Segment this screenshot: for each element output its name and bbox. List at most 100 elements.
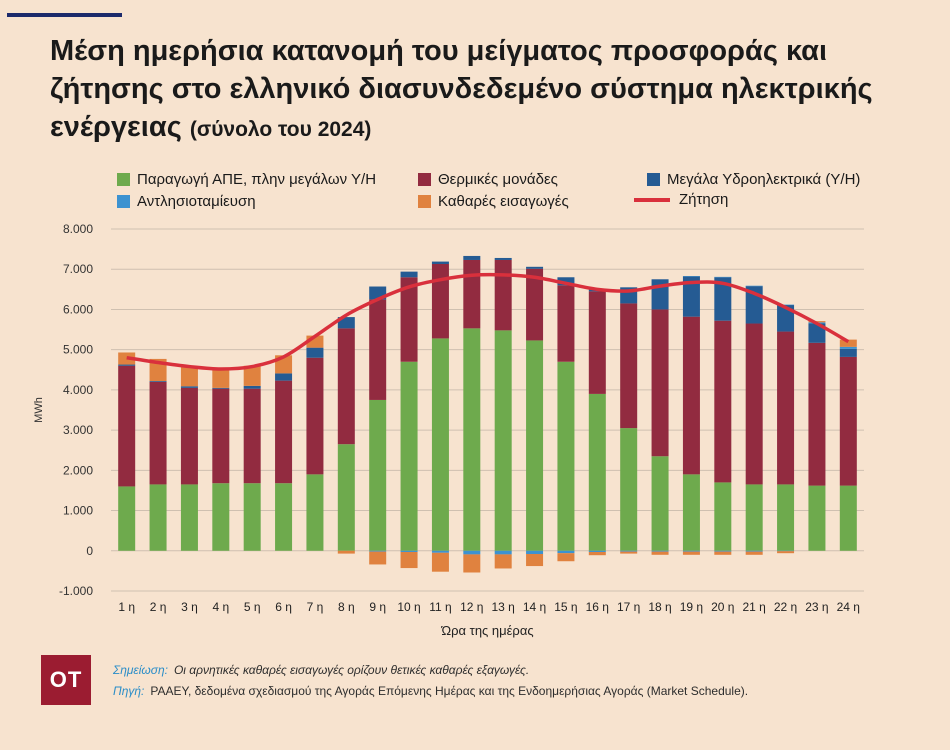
bar-thermal-4	[212, 388, 230, 484]
bar-thermal-16	[588, 291, 606, 394]
bar-res-1	[118, 486, 136, 551]
bar-pump-20	[714, 276, 732, 278]
bar-thermal-12	[463, 259, 481, 329]
bar-thermal-21	[745, 323, 763, 485]
bar-imports-13	[494, 554, 512, 569]
bar-thermal-15	[557, 285, 575, 362]
x-tick-label: 6 η	[275, 600, 292, 614]
bar-res-5	[243, 483, 261, 551]
bar-res-10	[400, 361, 418, 551]
y-tick-label: 3.000	[63, 423, 93, 437]
x-tick-label: 2 η	[150, 600, 167, 614]
bar-res-14	[526, 340, 544, 551]
bar-pump-22	[777, 550, 795, 552]
bar-res-22	[777, 484, 795, 551]
bar-pump-10	[400, 550, 418, 552]
bar-thermal-10	[400, 277, 418, 362]
bar-thermal-8	[337, 328, 355, 445]
bar-pump-17	[620, 550, 638, 552]
bar-thermal-11	[431, 263, 449, 339]
bar-res-17	[620, 428, 638, 551]
legend-res-label: Παραγωγή ΑΠΕ, πλην μεγάλων Υ/Η	[137, 171, 377, 188]
bar-thermal-3	[180, 387, 198, 485]
bar-hydro-23	[808, 323, 826, 343]
bar-pump-22	[777, 304, 795, 306]
legend-pump-swatch	[117, 195, 130, 208]
bar-res-12	[463, 328, 481, 551]
footnote-note: Σημείωση: Οι αρνητικές καθαρές εισαγωγές …	[113, 663, 529, 677]
footnote-source-text: ΡΑΑΕΥ, δεδομένα σχεδιασμού της Αγοράς Επ…	[150, 684, 749, 698]
x-tick-label: 22 η	[774, 600, 797, 614]
legend-pump-label: Αντλησιοταμίευση	[137, 193, 256, 210]
bar-res-23	[808, 485, 826, 551]
bar-res-13	[494, 330, 512, 551]
bar-imports-5	[243, 365, 261, 386]
bar-res-18	[651, 456, 669, 551]
legend-hydro-label: Μεγάλα Υδροηλεκτρικά (Υ/Η)	[667, 171, 861, 188]
bar-imports-24	[839, 339, 857, 347]
bar-res-3	[180, 484, 198, 551]
bar-pump-16	[588, 550, 606, 552]
bar-thermal-9	[369, 299, 387, 400]
bar-imports-15	[557, 553, 575, 562]
bar-res-4	[212, 483, 230, 551]
bar-res-16	[588, 393, 606, 551]
x-tick-label: 4 η	[212, 600, 229, 614]
bar-thermal-14	[526, 268, 544, 341]
bar-pump-12	[463, 550, 481, 555]
bar-pump-11	[431, 550, 449, 553]
bar-hydro-8	[337, 317, 355, 329]
bar-hydro-19	[682, 276, 700, 317]
bar-imports-9	[369, 551, 387, 565]
bar-pump-13	[494, 550, 512, 555]
bar-thermal-23	[808, 342, 826, 486]
bar-res-7	[306, 474, 324, 551]
bar-imports-20	[714, 551, 732, 555]
bar-pump-9	[369, 550, 387, 552]
bar-imports-16	[588, 551, 606, 556]
bar-hydro-20	[714, 277, 732, 321]
bar-thermal-19	[682, 316, 700, 475]
bar-thermal-18	[651, 309, 669, 457]
bar-pump-19	[682, 276, 700, 277]
x-tick-label: 14 η	[523, 600, 546, 614]
bar-imports-19	[682, 551, 700, 555]
x-tick-label: 12 η	[460, 600, 483, 614]
y-tick-label: 0	[86, 544, 93, 558]
bar-pump-24	[839, 346, 857, 349]
bar-thermal-2	[149, 381, 167, 485]
bar-imports-12	[463, 554, 481, 573]
bar-pump-18	[651, 550, 669, 552]
x-tick-label: 20 η	[711, 600, 734, 614]
chart-title-text: Μέση ημερήσια κατανομή του μείγματος προ…	[50, 35, 873, 143]
bar-imports-10	[400, 551, 418, 569]
legend-res-swatch	[117, 173, 130, 186]
footnote-note-label: Σημείωση:	[113, 663, 168, 677]
bar-hydro-22	[777, 305, 795, 332]
bar-hydro-5	[243, 385, 261, 389]
legend-thermal-swatch	[418, 173, 431, 186]
bar-res-11	[431, 338, 449, 551]
bar-res-15	[557, 361, 575, 551]
bar-imports-21	[745, 551, 763, 555]
bar-hydro-10	[400, 271, 418, 278]
x-tick-label: 15 η	[554, 600, 577, 614]
x-tick-label: 18 η	[648, 600, 671, 614]
chart-subtitle: (σύνολο του 2024)	[189, 118, 372, 141]
x-tick-label: 16 η	[586, 600, 609, 614]
x-tick-label: 19 η	[680, 600, 703, 614]
x-tick-label: 10 η	[397, 600, 420, 614]
legend-demand-label: Ζήτηση	[679, 191, 729, 208]
bar-thermal-1	[118, 365, 136, 487]
bar-imports-14	[526, 553, 544, 567]
legend-hydro-swatch	[647, 173, 660, 186]
ot-logo: ΟΤ	[41, 655, 91, 705]
y-tick-label: 8.000	[63, 222, 93, 236]
bar-hydro-6	[275, 373, 293, 381]
bar-thermal-24	[839, 356, 857, 486]
bar-hydro-1	[118, 364, 136, 366]
x-tick-label: 8 η	[338, 600, 355, 614]
bar-hydro-13	[494, 257, 512, 260]
y-tick-label: 1.000	[63, 504, 93, 518]
bar-pump-20	[714, 550, 732, 552]
